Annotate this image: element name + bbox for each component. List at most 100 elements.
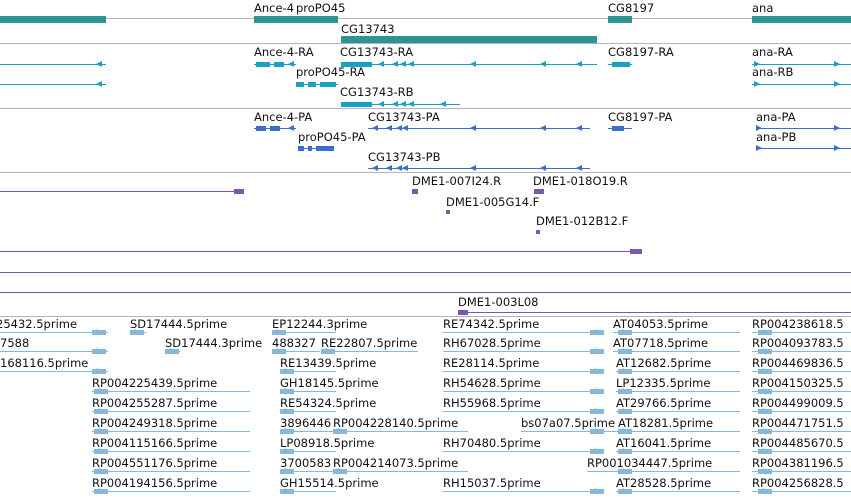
est-block[interactable] (758, 488, 772, 494)
arrow-left-icon (540, 165, 546, 171)
est-block[interactable] (758, 428, 772, 434)
est-block[interactable] (618, 448, 632, 454)
est-block[interactable] (590, 348, 604, 354)
est-block[interactable] (758, 448, 772, 454)
exon-block[interactable] (308, 81, 316, 87)
est-block[interactable] (92, 348, 106, 354)
est-block[interactable] (130, 329, 144, 335)
feature-label: CG8197-RA (608, 45, 674, 59)
est-block[interactable] (165, 348, 179, 354)
intron-line (0, 332, 108, 333)
arrow-left-icon (576, 61, 582, 67)
est-block[interactable] (618, 368, 632, 374)
feature-label: RP004214073.5prime (333, 456, 459, 470)
gene-block[interactable] (254, 15, 296, 23)
est-block[interactable] (758, 348, 772, 354)
intron-line (443, 411, 602, 412)
est-block[interactable] (758, 468, 772, 474)
exon-block[interactable] (612, 61, 630, 67)
intron-line (752, 451, 851, 452)
est-block[interactable] (618, 329, 632, 335)
est-block[interactable] (280, 448, 294, 454)
est-block[interactable] (272, 329, 286, 335)
exon-block[interactable] (296, 81, 304, 87)
est-block[interactable] (280, 488, 294, 494)
exon-block[interactable] (316, 145, 334, 151)
est-block[interactable] (92, 368, 106, 374)
est-block[interactable] (618, 488, 632, 494)
exon-block[interactable] (612, 125, 624, 131)
feature-label: RP004194156.5prime (92, 476, 218, 490)
intron-line (92, 471, 250, 472)
clone-end[interactable] (446, 210, 450, 214)
est-block[interactable] (618, 348, 632, 354)
arrow-left-icon (540, 61, 546, 67)
est-block[interactable] (92, 329, 106, 335)
est-block[interactable] (272, 348, 286, 354)
est-block[interactable] (333, 468, 347, 474)
feature-label: RP004381196.5 (752, 456, 844, 470)
est-block[interactable] (280, 408, 294, 414)
intron-line (752, 371, 851, 372)
est-block[interactable] (590, 448, 604, 454)
est-block[interactable] (333, 428, 347, 434)
est-block[interactable] (758, 329, 772, 335)
clone-end[interactable] (534, 188, 544, 194)
gene-block[interactable] (296, 15, 338, 23)
est-block[interactable] (618, 428, 632, 434)
clone-end[interactable] (630, 248, 642, 254)
exon-block[interactable] (341, 101, 372, 107)
est-block[interactable] (618, 388, 632, 394)
gene-block[interactable] (341, 35, 597, 43)
est-block[interactable] (280, 368, 294, 374)
track-separator (0, 172, 851, 173)
feature-label: RP004469836.5 (752, 356, 844, 370)
clone-end[interactable] (234, 188, 244, 194)
exon-block[interactable] (274, 61, 284, 67)
exon-block[interactable] (270, 125, 280, 131)
est-block[interactable] (590, 488, 604, 494)
est-block[interactable] (590, 368, 604, 374)
est-block[interactable] (94, 408, 108, 414)
intron-line (0, 64, 106, 65)
est-block[interactable] (280, 428, 294, 434)
est-block[interactable] (94, 388, 108, 394)
gene-block[interactable] (0, 15, 106, 23)
est-block[interactable] (758, 368, 772, 374)
clone-end[interactable] (458, 309, 468, 315)
intron-line (521, 431, 618, 432)
est-block[interactable] (758, 408, 772, 414)
clone-end[interactable] (412, 188, 418, 194)
intron-line (280, 431, 333, 432)
arrow-left-icon (372, 165, 378, 171)
est-block[interactable] (321, 348, 335, 354)
exon-block[interactable] (298, 145, 304, 151)
arrow-left-icon (92, 348, 98, 354)
est-block[interactable] (280, 468, 294, 474)
est-block[interactable] (94, 468, 108, 474)
est-block[interactable] (618, 408, 632, 414)
est-block[interactable] (94, 428, 108, 434)
arrow-left-icon (280, 488, 286, 494)
est-block[interactable] (590, 408, 604, 414)
est-block[interactable] (590, 428, 604, 434)
exon-block[interactable] (320, 81, 336, 87)
est-block[interactable] (618, 468, 632, 474)
est-block[interactable] (590, 388, 604, 394)
est-block[interactable] (590, 329, 604, 335)
exon-block[interactable] (308, 145, 312, 151)
exon-block[interactable] (256, 125, 266, 131)
est-block[interactable] (280, 388, 294, 394)
exon-block[interactable] (341, 61, 372, 67)
clone-end[interactable] (536, 230, 540, 234)
est-block[interactable] (758, 388, 772, 394)
feature-label: DME1-007I24.R (412, 174, 502, 188)
est-block[interactable] (94, 448, 108, 454)
arrow-left-icon (92, 368, 98, 374)
gene-block[interactable] (752, 15, 851, 23)
gene-block[interactable] (608, 15, 632, 23)
arrow-left-icon (590, 368, 596, 374)
intron-line (443, 351, 602, 352)
est-block[interactable] (94, 488, 108, 494)
exon-block[interactable] (256, 61, 270, 67)
